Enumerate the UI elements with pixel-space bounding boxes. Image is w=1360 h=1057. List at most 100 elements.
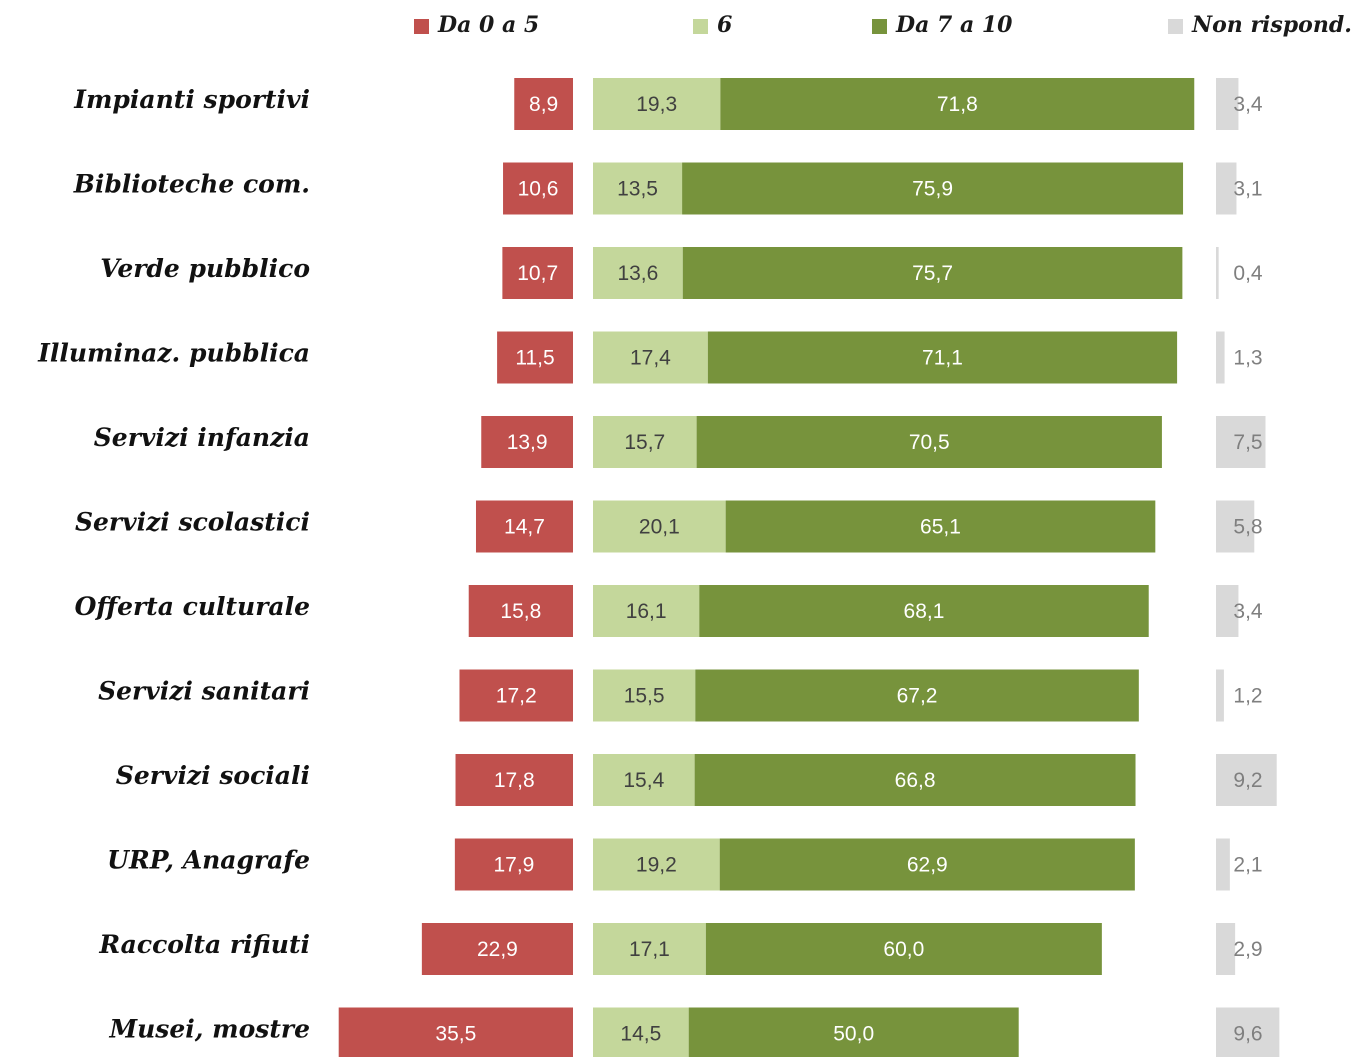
category-labels: Impianti sportivi Biblioteche com. Verde p… [37,85,310,1044]
bar-da-7-a-10 [682,247,1183,299]
bar-non-rispond [1216,1007,1280,1057]
category-label-offerta-culturale: Offerta culturale [75,592,310,621]
value-label-6: 17,4 [630,347,671,370]
bar-row-impianti-sportivi: 8,9 19,3 71,8 3,4 [514,78,1263,130]
bar-6 [593,416,697,468]
bar-row-musei-mostre: 35,5 14,5 50,0 9,6 [338,1007,1280,1057]
legend-label-da-0-a-5: Da 0 a 5 [437,12,539,38]
category-label-biblioteche-com: Biblioteche com. [73,170,310,199]
value-label-da-7-a-10: 75,7 [912,262,953,285]
value-label-da-7-a-10: 62,9 [907,854,948,877]
bar-da-0-a-5 [454,838,573,891]
value-label-6: 20,1 [639,516,680,539]
value-label-da-7-a-10: 68,1 [904,600,945,623]
value-label-da-0-a-5: 11,5 [515,347,554,370]
bar-da-0-a-5 [421,923,573,975]
bar-non-rispond [1216,754,1277,806]
bar-da-0-a-5 [514,78,573,130]
value-label-non-rispond: 2,9 [1233,938,1262,961]
bar-6 [593,754,695,806]
bar-da-0-a-5 [338,1007,573,1057]
bar-6 [593,585,700,637]
bar-non-rispond [1216,500,1255,553]
value-label-6: 14,5 [620,1023,661,1046]
value-label-da-0-a-5: 13,9 [507,431,548,454]
bar-da-0-a-5 [481,416,573,468]
bar-da-7-a-10 [707,331,1178,384]
bar-da-7-a-10 [695,669,1139,722]
value-label-6: 13,6 [617,262,658,285]
bar-6 [593,669,696,722]
value-label-6: 15,4 [623,769,664,792]
bar-da-7-a-10 [696,416,1162,468]
value-label-non-rispond: 5,8 [1233,516,1262,539]
value-label-da-0-a-5: 17,9 [493,854,534,877]
bar-row-servizi-sanitari: 17,2 15,5 67,2 1,2 [459,669,1263,722]
value-label-da-0-a-5: 35,5 [435,1023,476,1046]
bar-6 [593,162,683,215]
value-label-da-7-a-10: 60,0 [883,938,924,961]
bar-da-7-a-10 [719,838,1135,891]
bar-non-rispond [1216,416,1266,468]
bar-da-7-a-10 [720,78,1195,130]
category-label-musei-mostre: Musei, mostre [108,1015,310,1044]
bar-da-0-a-5 [503,162,573,215]
category-label-raccolta-rifiuti: Raccolta rifiuti [98,930,310,959]
value-label-da-7-a-10: 50,0 [833,1023,874,1046]
value-label-6: 19,3 [636,93,677,116]
legend-label-non-rispond: Non rispond. [1191,12,1352,38]
value-label-da-7-a-10: 70,5 [909,431,950,454]
bar-non-rispond [1216,585,1239,637]
category-label-verde-pubblico: Verde pubblico [100,254,310,283]
bar-da-7-a-10 [694,754,1136,806]
category-label-servizi-scolastici: Servizi scolastici [75,508,310,537]
value-label-da-7-a-10: 65,1 [920,516,961,539]
value-label-non-rispond: 9,6 [1233,1023,1262,1046]
bar-da-0-a-5 [502,247,573,299]
legend-swatch-da-0-a-5 [414,19,429,34]
bar-row-servizi-scolastici: 14,7 20,1 65,1 5,8 [475,500,1263,553]
bar-non-rispond [1216,331,1225,384]
legend: Da 0 a 5 6 Da 7 a 10 Non rispond. [414,12,1352,38]
category-label-servizi-infanzia: Servizi infanzia [94,423,310,452]
value-label-da-0-a-5: 10,7 [517,262,558,285]
bars: 8,9 19,3 71,8 3,4 10,6 13,5 75,9 3,1 10,7 13,6 75,… [338,78,1280,1057]
value-label-6: 19,2 [636,854,677,877]
value-label-non-rispond: 9,2 [1233,769,1262,792]
bar-6 [593,78,721,130]
bar-row-illuminaz-pubblica: 11,5 17,4 71,1 1,3 [497,331,1263,384]
bar-da-0-a-5 [459,669,573,722]
legend-swatch-da-7-a-10 [872,19,887,34]
bar-row-raccolta-rifiuti: 22,9 17,1 60,0 2,9 [421,923,1263,975]
value-label-da-0-a-5: 8,9 [529,93,558,116]
value-label-non-rispond: 3,1 [1233,178,1262,201]
category-label-servizi-sociali: Servizi sociali [116,761,310,790]
value-label-da-0-a-5: 15,8 [500,600,541,623]
value-label-6: 15,7 [624,431,665,454]
value-label-da-0-a-5: 10,6 [518,178,559,201]
value-label-non-rispond: 3,4 [1233,93,1263,116]
value-label-non-rispond: 1,3 [1233,347,1262,370]
bar-6 [593,500,726,553]
category-label-impianti-sportivi: Impianti sportivi [73,85,310,114]
bar-row-servizi-infanzia: 13,9 15,7 70,5 7,5 [481,416,1266,468]
bar-row-biblioteche-com: 10,6 13,5 75,9 3,1 [503,162,1263,215]
bar-non-rispond [1216,162,1237,215]
bar-row-servizi-sociali: 17,8 15,4 66,8 9,2 [455,754,1277,806]
bar-da-7-a-10 [688,1007,1019,1057]
bar-row-offerta-culturale: 15,8 16,1 68,1 3,4 [468,585,1263,637]
bar-da-0-a-5 [468,585,573,637]
category-label-urp-anagrafe: URP, Anagrafe [107,846,310,875]
value-label-da-0-a-5: 22,9 [477,938,518,961]
bar-row-verde-pubblico: 10,7 13,6 75,7 0,4 [502,247,1263,299]
bar-non-rispond [1216,247,1219,299]
value-label-da-7-a-10: 75,9 [912,178,953,201]
legend-label-6: 6 [717,12,732,38]
category-label-servizi-sanitari: Servizi sanitari [98,677,310,706]
bar-da-7-a-10 [705,923,1102,975]
value-label-non-rispond: 0,4 [1233,262,1263,285]
legend-swatch-non-rispond [1168,19,1183,34]
value-label-6: 16,1 [626,600,667,623]
bar-da-7-a-10 [682,162,1184,215]
